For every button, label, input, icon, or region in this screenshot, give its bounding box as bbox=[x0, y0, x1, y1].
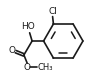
Text: O: O bbox=[8, 46, 15, 55]
Text: HO: HO bbox=[21, 22, 35, 31]
Text: Cl: Cl bbox=[48, 7, 57, 16]
Text: O: O bbox=[24, 63, 31, 72]
Text: CH₃: CH₃ bbox=[38, 63, 53, 72]
